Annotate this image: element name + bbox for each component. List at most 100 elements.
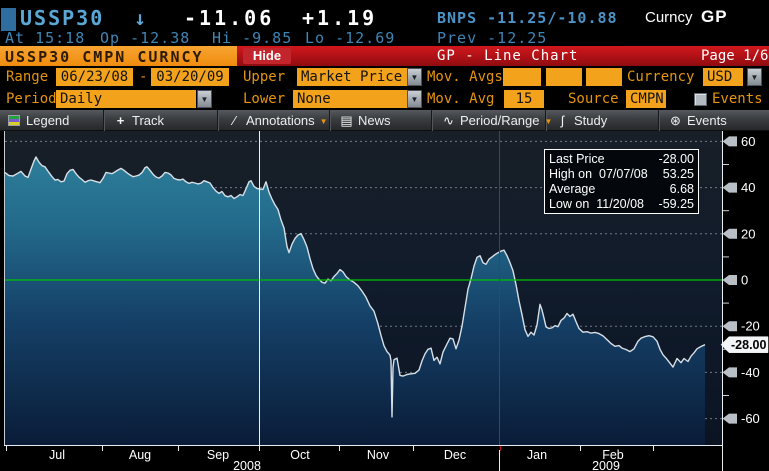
news-icon: ▤ [340, 113, 353, 128]
page-indicator: Page 1/6 [701, 48, 769, 64]
x-axis-tick [653, 446, 654, 451]
chart-toolbar: Legend + Track ∕ Annotations ▼ ▤ News ∿ Perio… [0, 110, 769, 131]
down-arrow-icon: ↓ [134, 6, 147, 30]
chevron-down-icon: ▼ [410, 95, 419, 104]
upper-select[interactable]: Market Price [297, 68, 407, 86]
mov-avgs-label: Mov. Avgs [427, 69, 503, 85]
range-end-field[interactable]: 03/20/09 [151, 68, 229, 86]
chevron-down-icon: ▼ [319, 117, 328, 126]
low-quote: Lo -12.69 [305, 29, 396, 47]
toolbar-button-period-range[interactable]: ∿ Period/Range ▼ [433, 110, 552, 131]
y-axis-tick-arrow [722, 275, 737, 285]
x-axis-tick [178, 446, 179, 451]
x-axis-tick [6, 446, 7, 451]
legend-row: Average 6.68 [549, 182, 694, 196]
curncy-label: Curncy [645, 9, 693, 26]
y-axis-label: -60 [741, 411, 760, 426]
mov-avg-label: Mov. Avg [427, 91, 495, 107]
quote-time: At 15:18 [5, 29, 86, 47]
range-dash: - [139, 69, 148, 85]
period-select[interactable]: Daily [56, 90, 196, 108]
high-quote: Hi -9.85 [212, 29, 293, 47]
mov-avg-field-2[interactable] [546, 68, 582, 86]
wave-icon: ∿ [443, 113, 454, 128]
events-label: Events [712, 91, 763, 107]
plot-bottom-border [4, 445, 723, 446]
circled-asterisk-icon: ⊛ [670, 113, 681, 128]
stats-legend-box: Last Price -28.00 High on 07/07/08 53.25 A… [544, 149, 699, 214]
price-line [4, 156, 706, 418]
currency-dropdown-button[interactable]: ▼ [747, 68, 762, 86]
y-axis-label: 60 [741, 134, 755, 149]
chevron-down-icon: ▼ [200, 95, 209, 104]
y-axis-tick-arrow [722, 367, 737, 378]
period-dropdown-button[interactable]: ▼ [197, 90, 212, 108]
y-axis-tick-arrow [722, 136, 737, 147]
x-axis-month-label: Jul [49, 448, 65, 462]
x-axis-month-label: Dec [443, 448, 467, 462]
net-change: +1.19 [302, 6, 378, 30]
x-axis-right-border [722, 445, 723, 471]
last-price-tag-shape [720, 336, 769, 353]
y-axis-label: 0 [741, 273, 748, 288]
chevron-down-icon: ▼ [750, 73, 759, 82]
mov-avg-field-1[interactable] [503, 68, 541, 86]
y-axis-tick-arrow [722, 413, 737, 424]
legend-row: High on 07/07/08 53.25 [549, 167, 694, 181]
legend-icon [8, 115, 20, 126]
x-axis-tick [413, 446, 414, 451]
toolbar-button-events[interactable]: ⊛ Events [660, 110, 769, 131]
y-axis-label: 40 [741, 180, 755, 195]
mov-avg-field-3[interactable] [586, 68, 622, 86]
x-axis-month-label: Nov [366, 448, 390, 462]
x-axis-tick [339, 446, 340, 451]
x-axis-month-label: Aug [128, 448, 152, 462]
price-change: -11.06 [184, 6, 275, 30]
x-axis-month-label: Oct [290, 448, 310, 462]
events-checkbox[interactable] [694, 93, 707, 106]
toolbar-button-legend[interactable]: Legend [0, 110, 104, 131]
lower-label: Lower [243, 91, 286, 107]
y-axis-tick-arrow [722, 321, 737, 332]
y-axis-label: -20 [741, 319, 760, 334]
y-axis-label: 20 [741, 226, 755, 241]
toolbar-button-news[interactable]: ▤ News [331, 110, 432, 131]
range-start-field[interactable]: 06/23/08 [56, 68, 133, 86]
quote-header: USSP30 ↓ -11.06 +1.19 BNPS -11.25/-10.88… [0, 0, 769, 47]
toolbar-button-track[interactable]: + Track [105, 110, 218, 131]
price-area [5, 157, 705, 445]
pencil-icon: ∕ [233, 113, 236, 128]
settings-row-1: Range 06/23/08 - 03/20/09 Upper Market P… [0, 67, 769, 89]
bid-ask-quote: BNPS -11.25/-10.88 [437, 9, 618, 27]
function-code: GP [701, 7, 728, 26]
year-separator-line [499, 450, 500, 471]
function-title-bar [237, 46, 769, 66]
x-axis-month-label: Feb [602, 448, 624, 462]
upper-dropdown-button[interactable]: ▼ [407, 68, 422, 86]
hide-button[interactable]: Hide [243, 48, 291, 64]
price-chart[interactable]: 60 40 20 0 -20 -40 -60 -28.00 [0, 131, 769, 445]
chevron-down-icon: ▼ [410, 73, 419, 82]
chart-markers [5, 131, 722, 445]
source-field[interactable]: CMPN [626, 90, 666, 108]
toolbar-button-study[interactable]: ʃ Study [547, 110, 659, 131]
y-axis: 60 40 20 0 -20 -40 -60 [722, 134, 760, 426]
last-price-tag: -28.00 [720, 336, 769, 353]
period-label: Period [6, 91, 57, 107]
lower-select[interactable]: None [293, 90, 407, 108]
x-axis: Jul Aug Sep Oct Nov Dec Jan Feb 2008 2009 [0, 445, 769, 471]
plus-icon: + [116, 113, 125, 128]
x-axis-tick [102, 446, 103, 451]
toolbar-button-annotations[interactable]: ∕ Annotations ▼ [219, 110, 330, 131]
cursor-block [1, 8, 16, 31]
ticker-symbol: USSP30 [20, 6, 105, 30]
mov-avg-value-field[interactable]: 15 [504, 90, 544, 108]
open-quote: Op -12.38 [100, 29, 191, 47]
lower-dropdown-button[interactable]: ▼ [407, 90, 422, 108]
y-axis-tick-arrow [722, 228, 737, 239]
x-axis-red-tick [500, 446, 501, 451]
y-axis-tick-arrow [722, 182, 737, 193]
currency-select[interactable]: USD [703, 68, 743, 86]
x-axis-month-label: Jan [526, 448, 548, 462]
prev-quote: Prev -12.25 [437, 29, 548, 47]
